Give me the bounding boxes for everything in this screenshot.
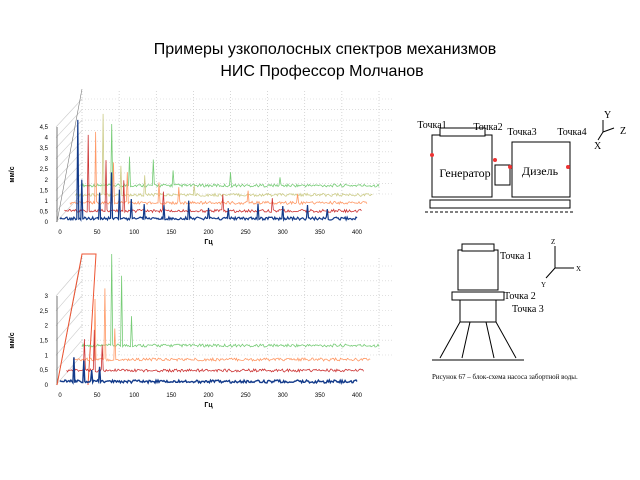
y-tick-label: 0	[45, 383, 49, 389]
x-tick-label: 400	[352, 230, 363, 236]
y-tick-label: 1	[45, 353, 49, 359]
point-label: Точка 2	[504, 291, 536, 302]
x-tick-label: 300	[278, 393, 289, 399]
x-tick-label: 350	[315, 393, 326, 399]
x-tick-label: 50	[94, 393, 101, 399]
spectrum-trace	[59, 357, 358, 385]
grid-line	[55, 325, 83, 356]
axis-arrows	[545, 246, 574, 279]
unit-label: Генератор	[439, 166, 490, 180]
y-tick-label: 0	[45, 220, 49, 226]
x-tick-label: 200	[203, 393, 214, 399]
x-tick-label: 150	[166, 393, 177, 399]
y-tick-label: 2	[45, 324, 49, 330]
x-tick-label: 250	[241, 230, 252, 236]
y-tick-label: 3	[45, 294, 49, 300]
pump-body	[459, 299, 497, 323]
grid-line	[55, 193, 83, 223]
axis-label: Y	[604, 110, 611, 121]
axis-arrows	[597, 120, 615, 141]
point-label: Точка 1	[500, 251, 532, 262]
diesel-box	[511, 141, 571, 198]
point-label: Точка4	[557, 127, 586, 138]
grid-line	[55, 280, 83, 312]
title-line: НИС Профессор Молчанов	[220, 63, 423, 80]
spectrum-trace	[66, 329, 364, 373]
y-tick-label: 1,5	[40, 339, 49, 345]
y-tick-label: 3	[45, 157, 49, 163]
frame-base	[429, 199, 571, 209]
axis-label: X	[594, 141, 602, 152]
axis-label: Z	[551, 238, 555, 246]
caption: Рисунок 67 – блок-схема насоса забортной…	[432, 373, 578, 381]
point-label: Точка1	[417, 120, 446, 131]
frame	[56, 253, 97, 386]
point-marker	[493, 158, 497, 162]
axis-label: Y	[541, 281, 546, 289]
y-tick-label: 1,5	[40, 188, 49, 194]
y-tick-label: 0,5	[40, 368, 49, 374]
unit-label: Дизель	[522, 164, 559, 178]
point-label: Точка2	[473, 122, 502, 133]
x-tick-label: 350	[315, 230, 326, 236]
y-axis-label: мм/с	[9, 166, 16, 182]
flange	[451, 291, 505, 301]
x-tick-label: 100	[129, 393, 140, 399]
point-marker	[566, 165, 570, 169]
x-tick-label: 400	[352, 393, 363, 399]
generator-box	[431, 134, 493, 198]
x-tick-label: 200	[203, 230, 214, 236]
point-marker	[430, 153, 434, 157]
x-tick-label: 150	[166, 230, 177, 236]
x-axis-label: Гц	[204, 402, 213, 409]
grid-line	[55, 310, 83, 341]
x-axis-label: Гц	[204, 239, 213, 246]
y-tick-label: 0,5	[40, 209, 49, 215]
grid-line	[55, 295, 83, 326]
y-tick-label: 1	[45, 199, 49, 205]
grid-line	[55, 98, 83, 128]
x-tick-label: 50	[94, 230, 101, 236]
y-tick-label: 2,5	[40, 167, 49, 173]
y-tick-label: 4	[45, 136, 49, 142]
y-tick-label: 2	[45, 178, 49, 184]
point-label: Точка 3	[512, 304, 544, 315]
y-tick-label: 3,5	[40, 146, 49, 152]
y-tick-label: 2,5	[40, 309, 49, 315]
grid-line	[55, 339, 83, 371]
spectrum-trace	[81, 253, 380, 349]
y-axis-label: мм/с	[9, 332, 16, 348]
axis	[56, 88, 83, 223]
spectrum-trace	[59, 119, 358, 222]
point-marker	[508, 165, 512, 169]
x-tick-label: 0	[58, 393, 62, 399]
point-label: Точка3	[507, 127, 536, 138]
x-tick-label: 0	[58, 230, 62, 236]
spectrum-trace	[81, 123, 380, 189]
x-tick-label: 300	[278, 230, 289, 236]
axis-label: X	[576, 265, 581, 273]
spectrum-trace	[75, 113, 373, 198]
spectrum-trace	[64, 134, 362, 214]
generator-top	[439, 127, 486, 137]
x-tick-label: 100	[129, 230, 140, 236]
stand	[439, 321, 517, 359]
title-line: Примеры узкополосных спектров механизмов	[154, 41, 496, 58]
motor-cap	[461, 243, 495, 252]
y-tick-label: 4,5	[40, 125, 49, 131]
coupling	[494, 164, 511, 186]
grid-line	[55, 265, 83, 297]
motor	[457, 249, 499, 291]
axis-label: Z	[620, 126, 626, 137]
x-tick-label: 250	[241, 393, 252, 399]
spectrum-trace	[72, 288, 371, 362]
grid-line	[55, 109, 83, 138]
